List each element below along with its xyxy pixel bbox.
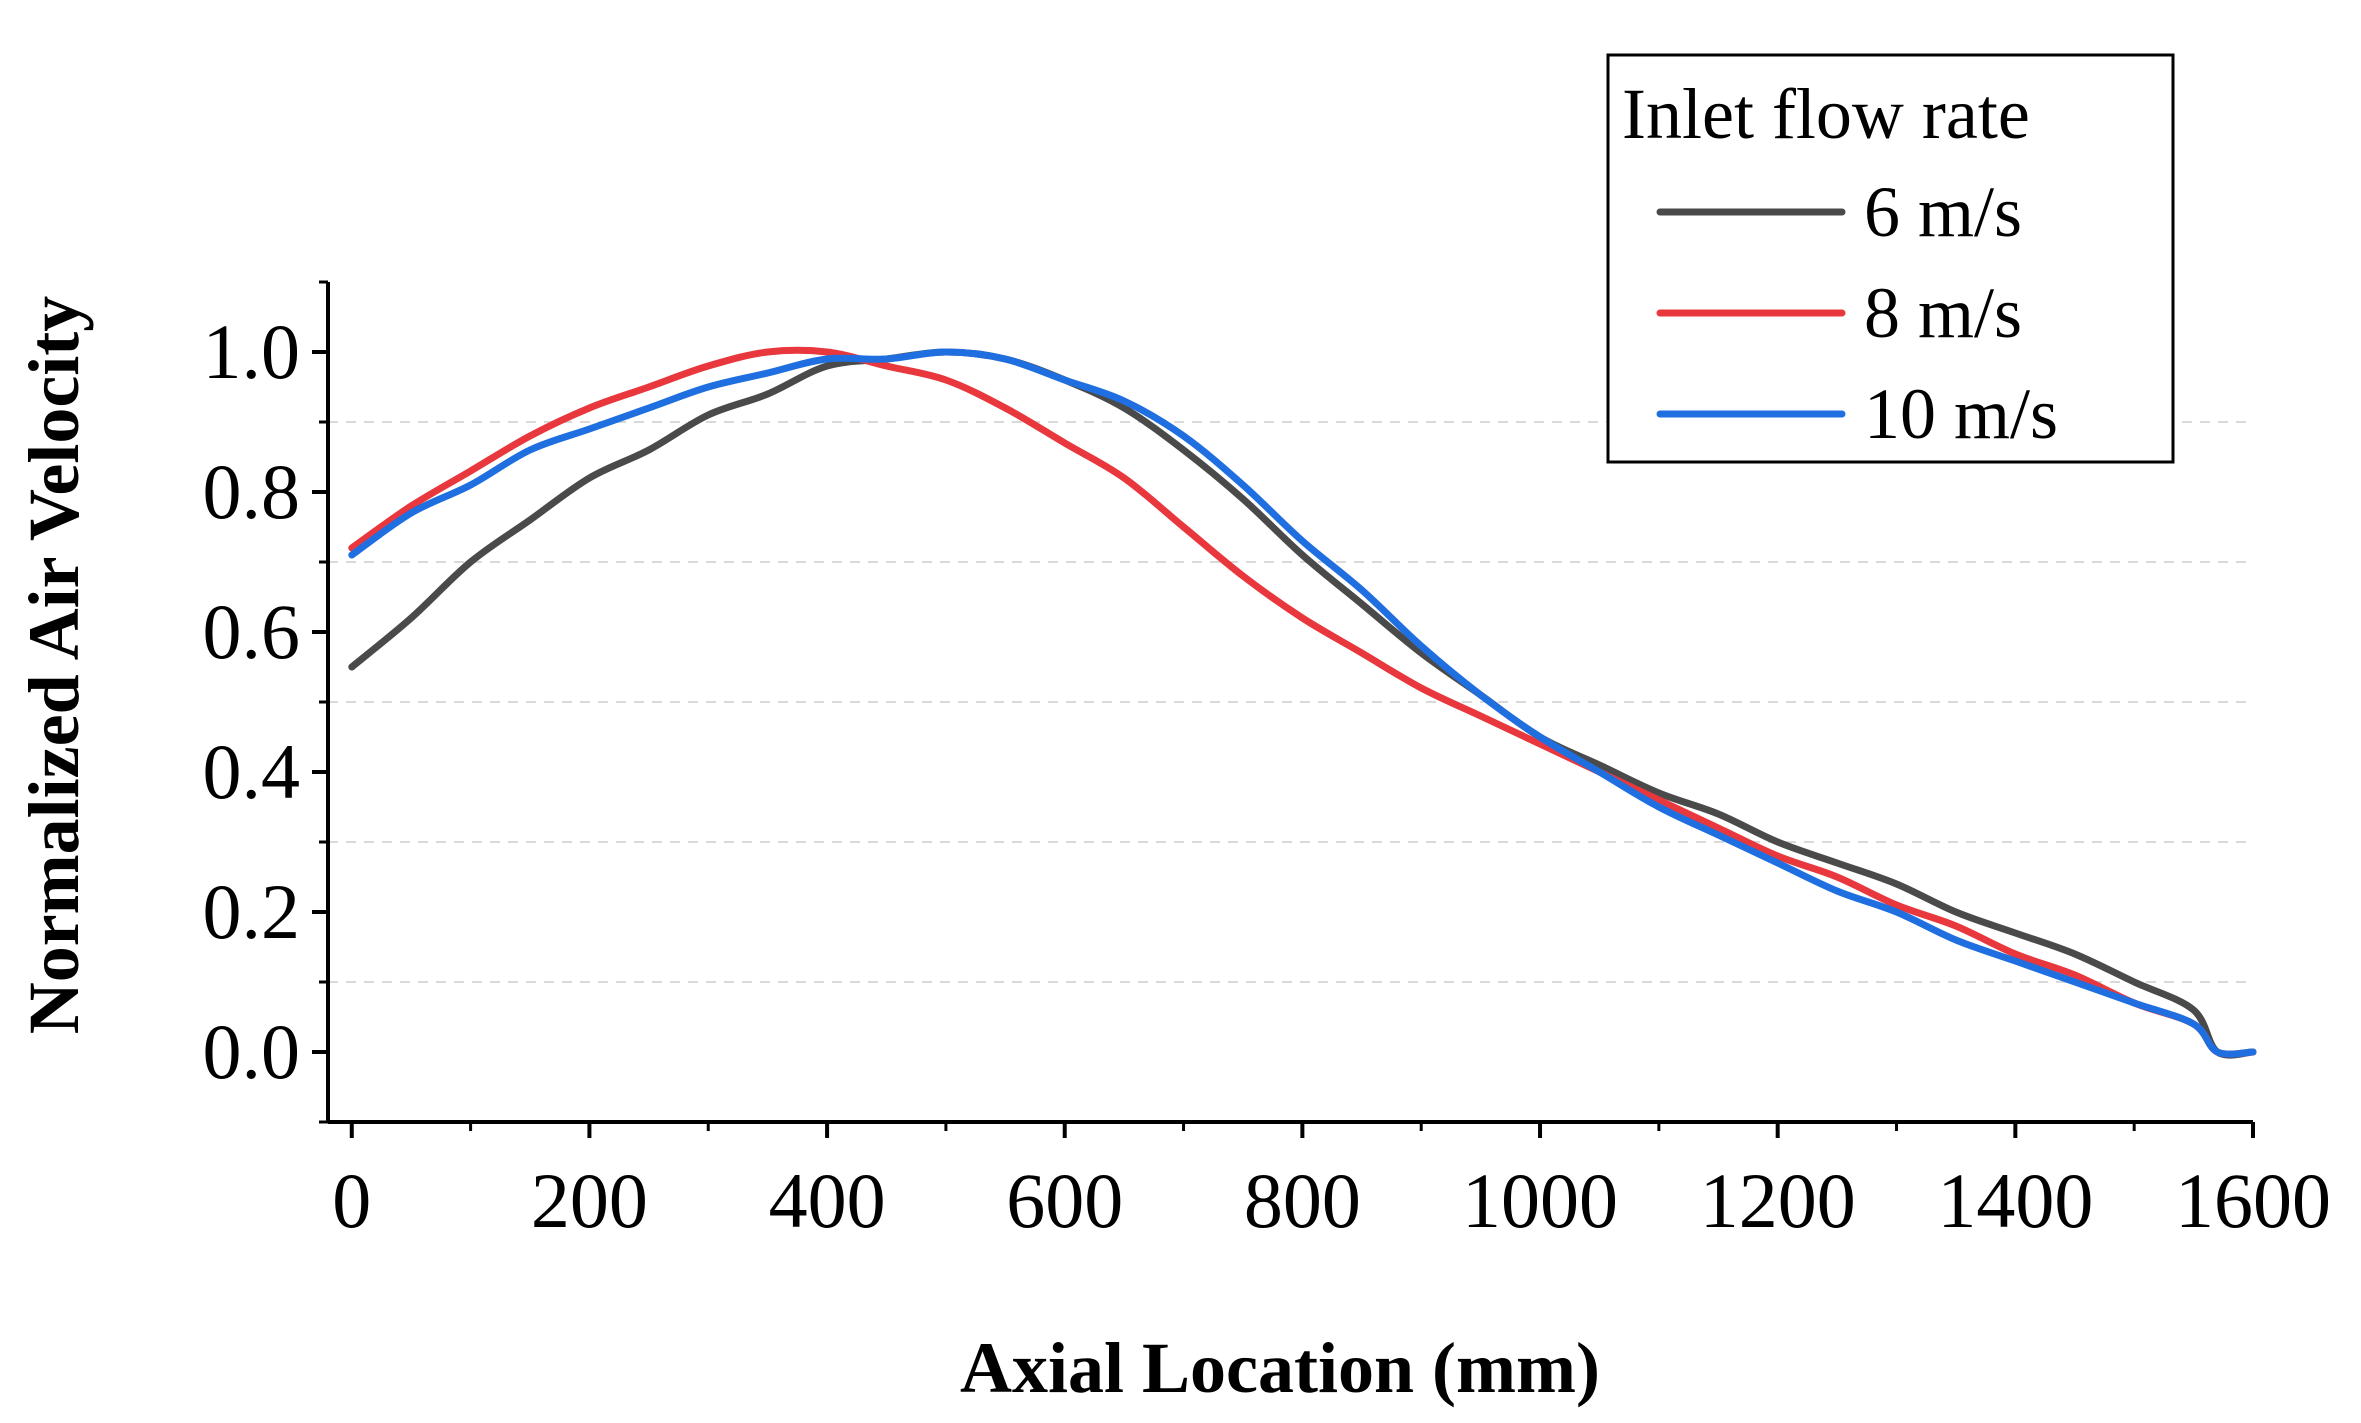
x-tick-label: 1000: [1462, 1157, 1618, 1244]
x-tick-label: 1600: [2175, 1157, 2331, 1244]
series-line-1: [348, 348, 2257, 1059]
series-lines: [348, 346, 2257, 1059]
y-tick-label: 0.0: [203, 1008, 301, 1095]
legend-items: 6 m/s 8 m/s 10 m/s: [1656, 172, 2058, 454]
y-tick-label: 0.6: [203, 588, 301, 675]
tick-labels: 0 200 400 600 800 1000 1200 1400 1600 0.0 0.2 0.4 0.…: [203, 308, 2332, 1244]
y-tick-label: 1.0: [203, 308, 301, 395]
x-tick-label: 800: [1244, 1157, 1361, 1244]
legend: Inlet flow rate 6 m/s 8 m/s 10 m/s: [1606, 53, 2175, 464]
series-line-2: [348, 346, 2257, 1058]
x-tick-label: 0: [332, 1157, 371, 1244]
x-tick-label: 200: [531, 1157, 648, 1244]
legend-label-1: 6 m/s: [1864, 172, 2022, 252]
series-line-3: [348, 348, 2257, 1058]
legend-label-2: 8 m/s: [1864, 273, 2022, 353]
x-axis-title: Axial Location (mm): [960, 1328, 1600, 1408]
x-tick-label: 600: [1006, 1157, 1123, 1244]
x-tick-label: 1200: [1700, 1157, 1856, 1244]
legend-title: Inlet flow rate: [1622, 74, 2030, 154]
y-tick-label: 0.4: [203, 728, 301, 815]
y-tick-label: 0.8: [203, 448, 301, 535]
legend-box: [1606, 53, 2175, 464]
y-axis-title: Normalized Air Velocity: [14, 296, 94, 1035]
legend-label-3: 10 m/s: [1864, 374, 2058, 454]
x-tick-label: 1400: [1937, 1157, 2093, 1244]
axes: [312, 280, 2255, 1138]
y-tick-label: 0.2: [203, 868, 301, 955]
x-tick-label: 400: [769, 1157, 886, 1244]
